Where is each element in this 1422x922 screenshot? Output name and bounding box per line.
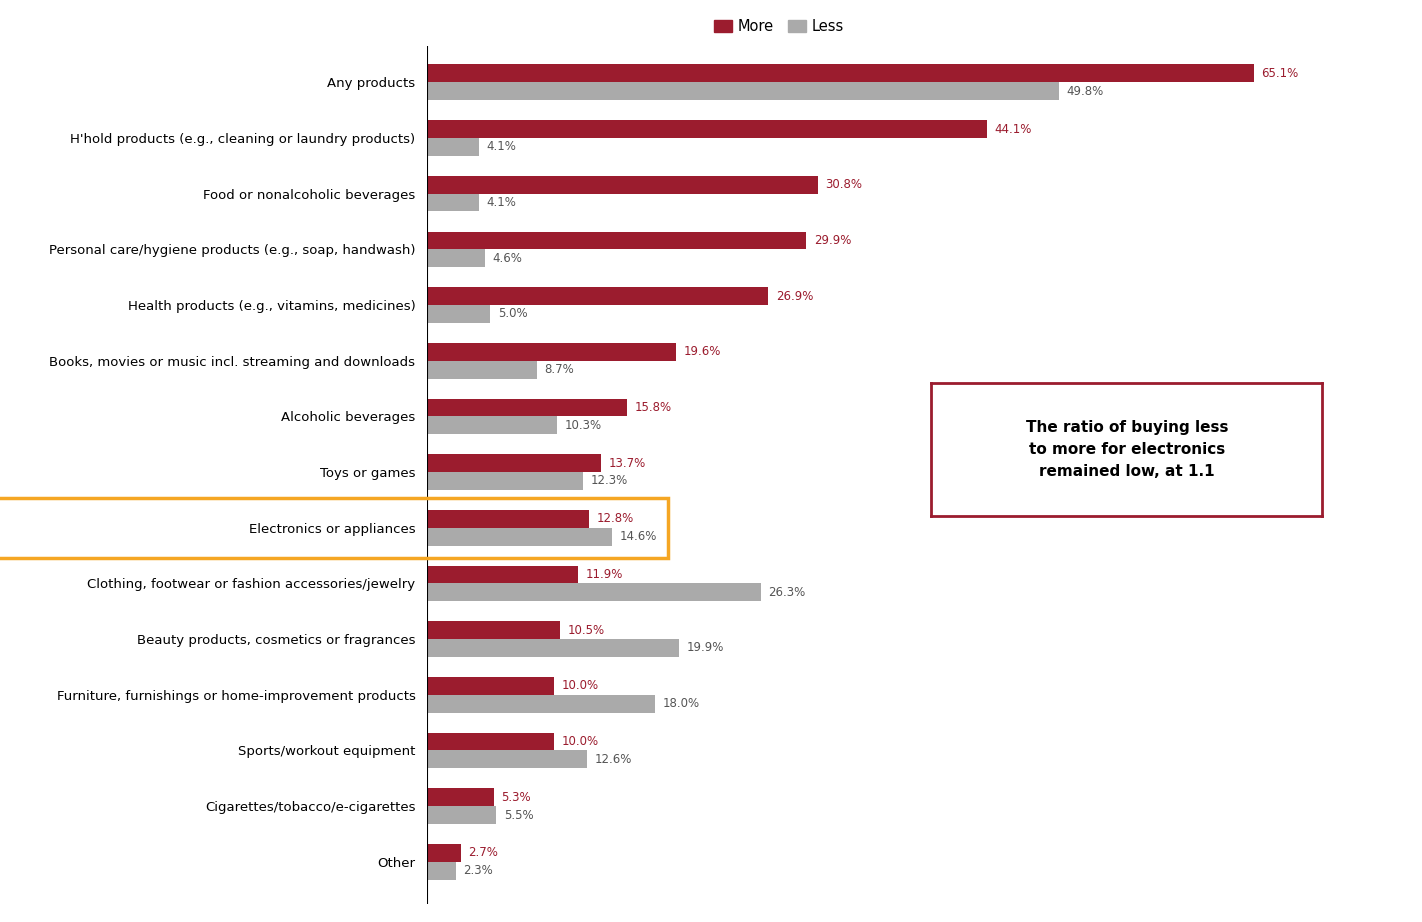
Text: 65.1%: 65.1% <box>1261 67 1298 80</box>
Text: 15.8%: 15.8% <box>636 401 673 414</box>
Bar <box>427 751 587 768</box>
Text: 5.5%: 5.5% <box>503 809 533 822</box>
Bar <box>427 287 768 305</box>
Text: 49.8%: 49.8% <box>1066 85 1103 98</box>
Text: 4.6%: 4.6% <box>492 252 522 265</box>
Bar <box>427 677 553 695</box>
Bar <box>427 510 589 527</box>
Bar <box>427 305 491 323</box>
Bar <box>427 194 479 211</box>
Bar <box>427 417 557 434</box>
Text: 5.0%: 5.0% <box>498 307 528 321</box>
Bar <box>427 455 600 472</box>
Bar <box>427 231 806 249</box>
Bar <box>427 621 560 639</box>
Text: 19.9%: 19.9% <box>687 642 724 655</box>
Text: 12.3%: 12.3% <box>590 475 627 488</box>
Bar <box>427 862 456 880</box>
Bar <box>427 343 675 361</box>
Text: 14.6%: 14.6% <box>620 530 657 543</box>
Bar <box>0 498 668 558</box>
Bar <box>427 844 461 862</box>
Text: The ratio of buying less
to more for electronics
remained low, at 1.1: The ratio of buying less to more for ele… <box>1025 420 1229 479</box>
Text: 11.9%: 11.9% <box>586 568 623 581</box>
Text: 2.7%: 2.7% <box>468 846 498 859</box>
Bar <box>427 138 479 156</box>
Text: 18.0%: 18.0% <box>663 697 700 710</box>
Bar <box>427 639 680 656</box>
Text: 2.3%: 2.3% <box>464 864 493 877</box>
Text: 8.7%: 8.7% <box>545 363 574 376</box>
Text: 12.8%: 12.8% <box>597 513 634 526</box>
Bar <box>427 361 538 379</box>
Bar <box>427 120 987 138</box>
Text: 4.1%: 4.1% <box>486 140 516 153</box>
Bar <box>427 249 485 267</box>
Bar <box>427 788 493 806</box>
Bar <box>427 527 611 546</box>
Text: 26.3%: 26.3% <box>768 585 806 598</box>
Bar <box>427 398 627 417</box>
Bar <box>427 472 583 490</box>
Text: 5.3%: 5.3% <box>502 791 532 804</box>
Text: 10.0%: 10.0% <box>562 680 599 692</box>
Bar <box>427 584 761 601</box>
Bar <box>427 565 577 584</box>
Text: 12.6%: 12.6% <box>594 753 631 766</box>
Bar <box>427 733 553 751</box>
Text: 30.8%: 30.8% <box>826 178 863 191</box>
Text: 44.1%: 44.1% <box>994 123 1032 136</box>
Bar <box>427 65 1254 82</box>
Text: 10.3%: 10.3% <box>565 419 602 431</box>
Text: 13.7%: 13.7% <box>609 456 646 469</box>
Bar <box>427 82 1059 100</box>
Legend: More, Less: More, Less <box>714 19 843 34</box>
Text: 19.6%: 19.6% <box>683 345 721 359</box>
Text: 10.5%: 10.5% <box>567 623 604 637</box>
Text: 29.9%: 29.9% <box>813 234 852 247</box>
Bar <box>427 176 818 194</box>
Bar <box>427 806 496 824</box>
Text: 4.1%: 4.1% <box>486 196 516 209</box>
Bar <box>427 695 656 713</box>
Text: 10.0%: 10.0% <box>562 735 599 748</box>
Text: 26.9%: 26.9% <box>776 290 813 302</box>
